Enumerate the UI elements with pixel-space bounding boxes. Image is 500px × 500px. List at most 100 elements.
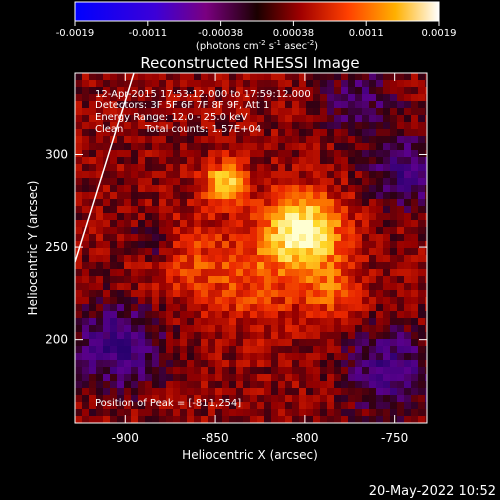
heatmap-pixel bbox=[362, 416, 370, 423]
heatmap-pixel bbox=[334, 171, 342, 179]
heatmap-pixel bbox=[285, 290, 293, 298]
heatmap-pixel bbox=[96, 346, 104, 354]
heatmap-pixel bbox=[383, 199, 391, 207]
heatmap-pixel bbox=[180, 276, 188, 284]
heatmap-pixel bbox=[411, 388, 419, 396]
heatmap-pixel bbox=[215, 220, 223, 228]
heatmap-pixel bbox=[117, 234, 125, 242]
heatmap-pixel bbox=[348, 164, 356, 172]
heatmap-pixel bbox=[306, 115, 314, 123]
heatmap-pixel bbox=[397, 108, 405, 116]
heatmap-pixel bbox=[215, 73, 223, 81]
heatmap-pixel bbox=[215, 171, 223, 179]
heatmap-pixel bbox=[306, 346, 314, 354]
heatmap-pixel bbox=[271, 360, 279, 368]
heatmap-pixel bbox=[418, 136, 426, 144]
heatmap-pixel bbox=[208, 94, 216, 102]
heatmap-pixel bbox=[264, 304, 272, 312]
heatmap-pixel bbox=[229, 409, 237, 417]
heatmap-pixel bbox=[348, 241, 356, 249]
heatmap-pixel bbox=[383, 213, 391, 221]
heatmap-pixel bbox=[383, 269, 391, 277]
heatmap-pixel bbox=[285, 227, 293, 235]
heatmap-pixel bbox=[110, 157, 118, 165]
heatmap-pixel bbox=[285, 108, 293, 116]
heatmap-pixel bbox=[117, 136, 125, 144]
heatmap-pixel bbox=[285, 136, 293, 144]
heatmap-pixel bbox=[327, 87, 335, 95]
heatmap-pixel bbox=[362, 409, 370, 417]
heatmap-pixel bbox=[96, 157, 104, 165]
heatmap-pixel bbox=[404, 367, 412, 375]
heatmap-pixel bbox=[243, 115, 251, 123]
heatmap-pixel bbox=[138, 171, 146, 179]
heatmap-pixel bbox=[243, 339, 251, 347]
heatmap-pixel bbox=[124, 227, 132, 235]
heatmap-pixel bbox=[418, 192, 426, 200]
heatmap-pixel bbox=[411, 332, 419, 340]
heatmap-pixel bbox=[327, 290, 335, 298]
heatmap-pixel bbox=[222, 402, 230, 410]
heatmap-pixel bbox=[306, 178, 314, 186]
heatmap-pixel bbox=[313, 220, 321, 228]
heatmap-pixel bbox=[96, 115, 104, 123]
heatmap-pixel bbox=[327, 262, 335, 270]
heatmap-pixel bbox=[418, 276, 426, 284]
heatmap-pixel bbox=[334, 318, 342, 326]
heatmap-pixel bbox=[299, 220, 307, 228]
heatmap-pixel bbox=[117, 213, 125, 221]
heatmap-pixel bbox=[117, 353, 125, 361]
heatmap-pixel bbox=[278, 248, 286, 256]
heatmap-pixel bbox=[243, 157, 251, 165]
heatmap-pixel bbox=[124, 199, 132, 207]
heatmap-pixel bbox=[264, 241, 272, 249]
heatmap-pixel bbox=[257, 304, 265, 312]
heatmap-pixel bbox=[355, 311, 363, 319]
heatmap-pixel bbox=[82, 395, 90, 403]
heatmap-pixel bbox=[117, 122, 125, 130]
heatmap-pixel bbox=[194, 129, 202, 137]
heatmap-pixel bbox=[187, 318, 195, 326]
heatmap-pixel bbox=[362, 171, 370, 179]
heatmap-pixel bbox=[236, 290, 244, 298]
heatmap-pixel bbox=[285, 360, 293, 368]
heatmap-pixel bbox=[250, 220, 258, 228]
heatmap-pixel bbox=[313, 150, 321, 158]
heatmap-pixel bbox=[299, 332, 307, 340]
heatmap-pixel bbox=[236, 255, 244, 263]
heatmap-pixel bbox=[180, 248, 188, 256]
heatmap-pixel bbox=[159, 360, 167, 368]
heatmap-pixel bbox=[96, 206, 104, 214]
heatmap-pixel bbox=[173, 206, 181, 214]
heatmap-pixel bbox=[362, 94, 370, 102]
heatmap-pixel bbox=[411, 325, 419, 333]
heatmap-pixel bbox=[208, 402, 216, 410]
heatmap-pixel bbox=[201, 416, 209, 423]
heatmap-pixel bbox=[369, 395, 377, 403]
heatmap-pixel bbox=[194, 318, 202, 326]
heatmap-pixel bbox=[236, 150, 244, 158]
heatmap-pixel bbox=[96, 325, 104, 333]
heatmap-pixel bbox=[383, 122, 391, 130]
heatmap-pixel bbox=[320, 234, 328, 242]
heatmap-pixel bbox=[89, 157, 97, 165]
heatmap-pixel bbox=[229, 297, 237, 305]
heatmap-pixel bbox=[299, 136, 307, 144]
heatmap-pixel bbox=[152, 199, 160, 207]
x-tick-label: -850 bbox=[201, 431, 228, 445]
heatmap-pixel bbox=[313, 318, 321, 326]
heatmap-pixel bbox=[131, 416, 139, 423]
colorbar-tick-label: 0.00038 bbox=[273, 28, 314, 39]
heatmap-pixel bbox=[187, 290, 195, 298]
heatmap-pixel bbox=[82, 353, 90, 361]
heatmap-pixel bbox=[103, 143, 111, 151]
heatmap-pixel bbox=[166, 199, 174, 207]
heatmap-pixel bbox=[75, 409, 83, 417]
heatmap-pixel bbox=[145, 325, 153, 333]
heatmap-pixel bbox=[299, 269, 307, 277]
heatmap-pixel bbox=[418, 234, 426, 242]
heatmap-pixel bbox=[124, 248, 132, 256]
heatmap-pixel bbox=[369, 94, 377, 102]
heatmap-pixel bbox=[390, 192, 398, 200]
heatmap-pixel bbox=[320, 129, 328, 137]
